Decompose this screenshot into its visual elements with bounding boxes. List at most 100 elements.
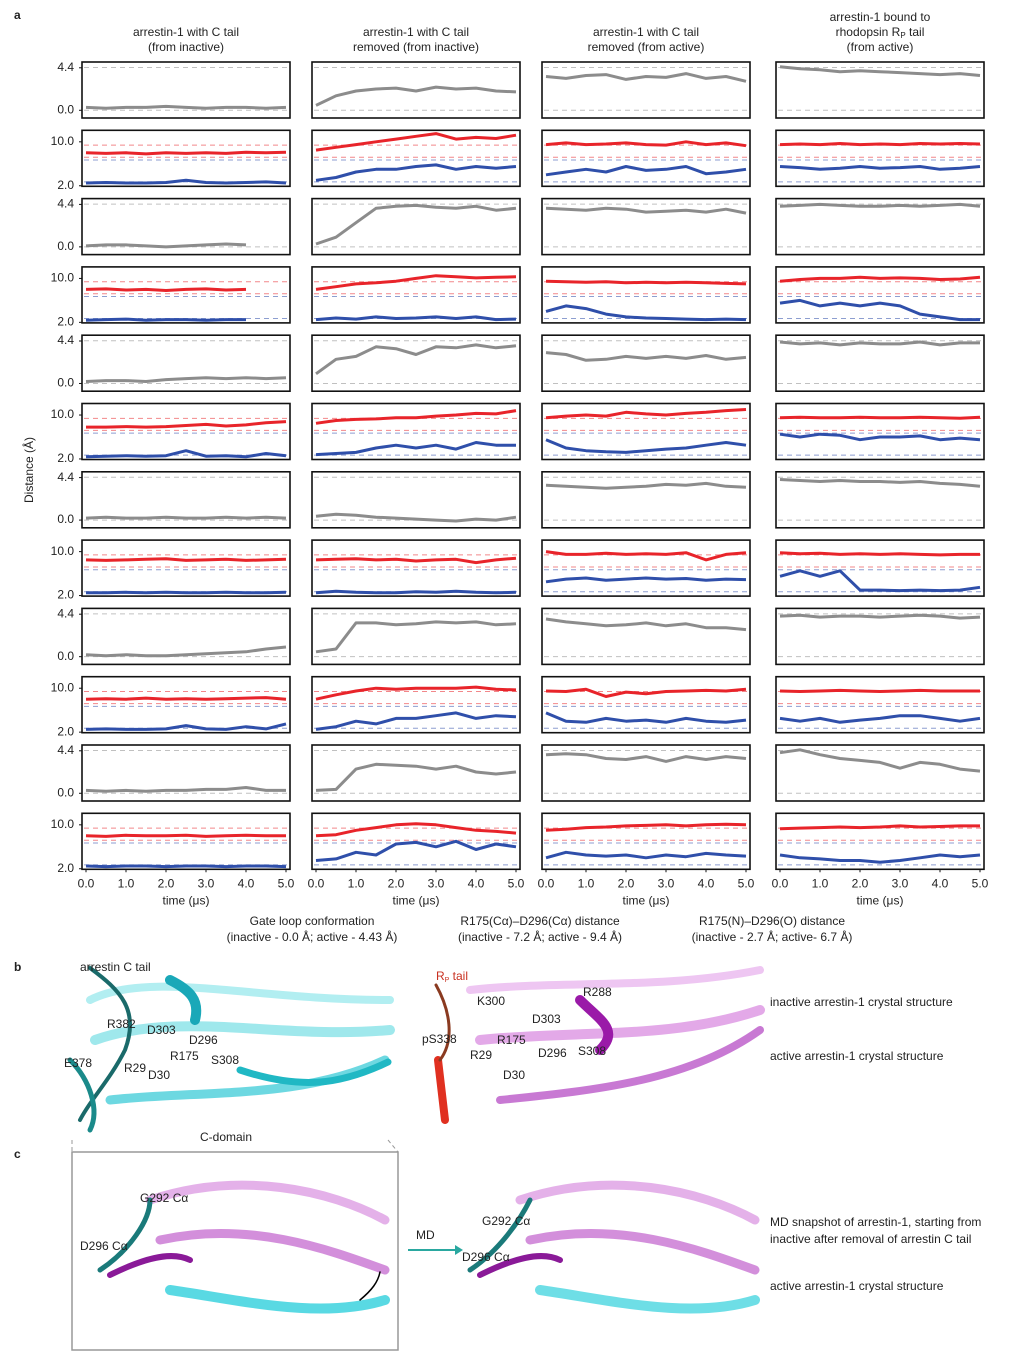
x-axis-label: time (μs) [857, 893, 904, 907]
plot-frame [776, 677, 984, 733]
plot-frame [776, 540, 984, 596]
figure: abcarrestin-1 with C tail(from inactive)… [0, 0, 1013, 1353]
series-line [546, 74, 746, 82]
x-tick-label: 5.0 [972, 876, 989, 890]
x-tick-label: 3.0 [658, 876, 675, 890]
series-line [316, 205, 516, 244]
residue-label: D296 [538, 1046, 567, 1060]
x-tick-label: 4.0 [238, 876, 255, 890]
legend-entry: (inactive - 0.0 Å; active - 4.43 Å) [227, 929, 398, 944]
column-title: arrestin-1 with C tail [133, 25, 239, 39]
plot-frame [82, 813, 290, 869]
x-tick-label: 5.0 [738, 876, 755, 890]
residue-label: R175 [170, 1049, 199, 1063]
series-line [86, 319, 246, 320]
series-line [86, 180, 286, 183]
y-tick-label: 4.4 [57, 743, 74, 757]
y-tick-label: 0.0 [57, 102, 74, 116]
y-tick-label: 10.0 [51, 544, 75, 558]
y-tick-label: 0.0 [57, 512, 74, 526]
plot-frame [542, 472, 750, 528]
series-line [546, 281, 746, 284]
plot-frame [82, 540, 290, 596]
residue-label: D303 [532, 1012, 561, 1026]
series-line [316, 591, 516, 593]
y-tick-label: 4.4 [57, 333, 74, 347]
plot-frame [542, 130, 750, 186]
series-line [780, 277, 980, 281]
legend-entry: R175(Cα)–D296(Cα) distance [460, 914, 620, 928]
series-line [546, 410, 746, 418]
series-line [780, 571, 980, 591]
column-title: removed (from inactive) [353, 40, 479, 54]
plot-frame [312, 404, 520, 460]
rp-tail-part: tail [449, 969, 468, 983]
series-line [86, 106, 286, 108]
y-tick-label: 2.0 [57, 315, 74, 329]
structure-legend: active arrestin-1 crystal structure [770, 1049, 944, 1063]
legend-entry: R175(N)–D296(O) distance [699, 914, 845, 928]
series-line [546, 142, 746, 146]
plot-frame [776, 267, 984, 323]
series-line [780, 716, 980, 723]
series-line [86, 866, 286, 867]
series-line [316, 622, 516, 652]
y-tick-label: 4.4 [57, 606, 74, 620]
column-title: (from inactive) [148, 40, 224, 54]
plot-frame [312, 608, 520, 664]
x-axis-label: time (μs) [393, 893, 440, 907]
series-line [86, 517, 286, 518]
series-line [546, 824, 746, 830]
series-line [316, 276, 516, 290]
y-tick-label: 10.0 [51, 271, 75, 285]
series-line [546, 483, 746, 488]
y-tick-label: 0.0 [57, 649, 74, 663]
series-line [780, 342, 980, 345]
series-line [86, 698, 286, 700]
residue-label: S308 [211, 1053, 239, 1067]
series-line [316, 558, 516, 562]
residue-label: R288 [583, 985, 612, 999]
column-title: arrestin-1 with C tail [593, 25, 699, 39]
series-line [780, 553, 980, 555]
y-tick-label: 10.0 [51, 817, 75, 831]
series-line [86, 451, 286, 457]
plot-frame [542, 62, 750, 118]
panel-label: a [14, 8, 21, 22]
legend-entry: (inactive - 7.2 Å; active - 9.4 Å) [458, 929, 622, 944]
residue-label: D303 [147, 1023, 176, 1037]
residue-label: S308 [578, 1044, 606, 1058]
series-line [546, 552, 746, 560]
series-line [780, 417, 980, 418]
residue-label: arrestin C tail [80, 960, 151, 974]
x-tick-label: 1.0 [812, 876, 829, 890]
y-tick-label: 10.0 [51, 134, 75, 148]
x-tick-label: 3.0 [428, 876, 445, 890]
x-tick-label: 2.0 [852, 876, 869, 890]
plot-frame [312, 540, 520, 596]
series-line [780, 855, 980, 862]
x-tick-label: 5.0 [278, 876, 295, 890]
y-tick-label: 2.0 [57, 861, 74, 875]
series-line [546, 353, 746, 361]
column-title: arrestin-1 bound to [830, 10, 931, 24]
series-line [316, 687, 516, 699]
series-line [546, 440, 746, 453]
y-tick-label: 4.4 [57, 60, 74, 74]
series-line [780, 204, 980, 206]
series-line [546, 208, 746, 213]
x-tick-label: 4.0 [468, 876, 485, 890]
plot-frame [542, 677, 750, 733]
series-line [316, 411, 516, 424]
structure-inactive [70, 968, 390, 1130]
plot-frame [542, 335, 750, 391]
series-line [316, 841, 516, 860]
y-axis-label: Distance (Å) [21, 437, 36, 503]
column-title: arrestin-1 with C tail [363, 25, 469, 39]
series-line [316, 764, 516, 790]
series-line [316, 443, 516, 455]
y-tick-label: 10.0 [51, 407, 75, 421]
column-title: rhodopsin RP tail [836, 25, 925, 40]
residue-label: pS338 [422, 1032, 457, 1046]
plot-frame [82, 62, 290, 118]
